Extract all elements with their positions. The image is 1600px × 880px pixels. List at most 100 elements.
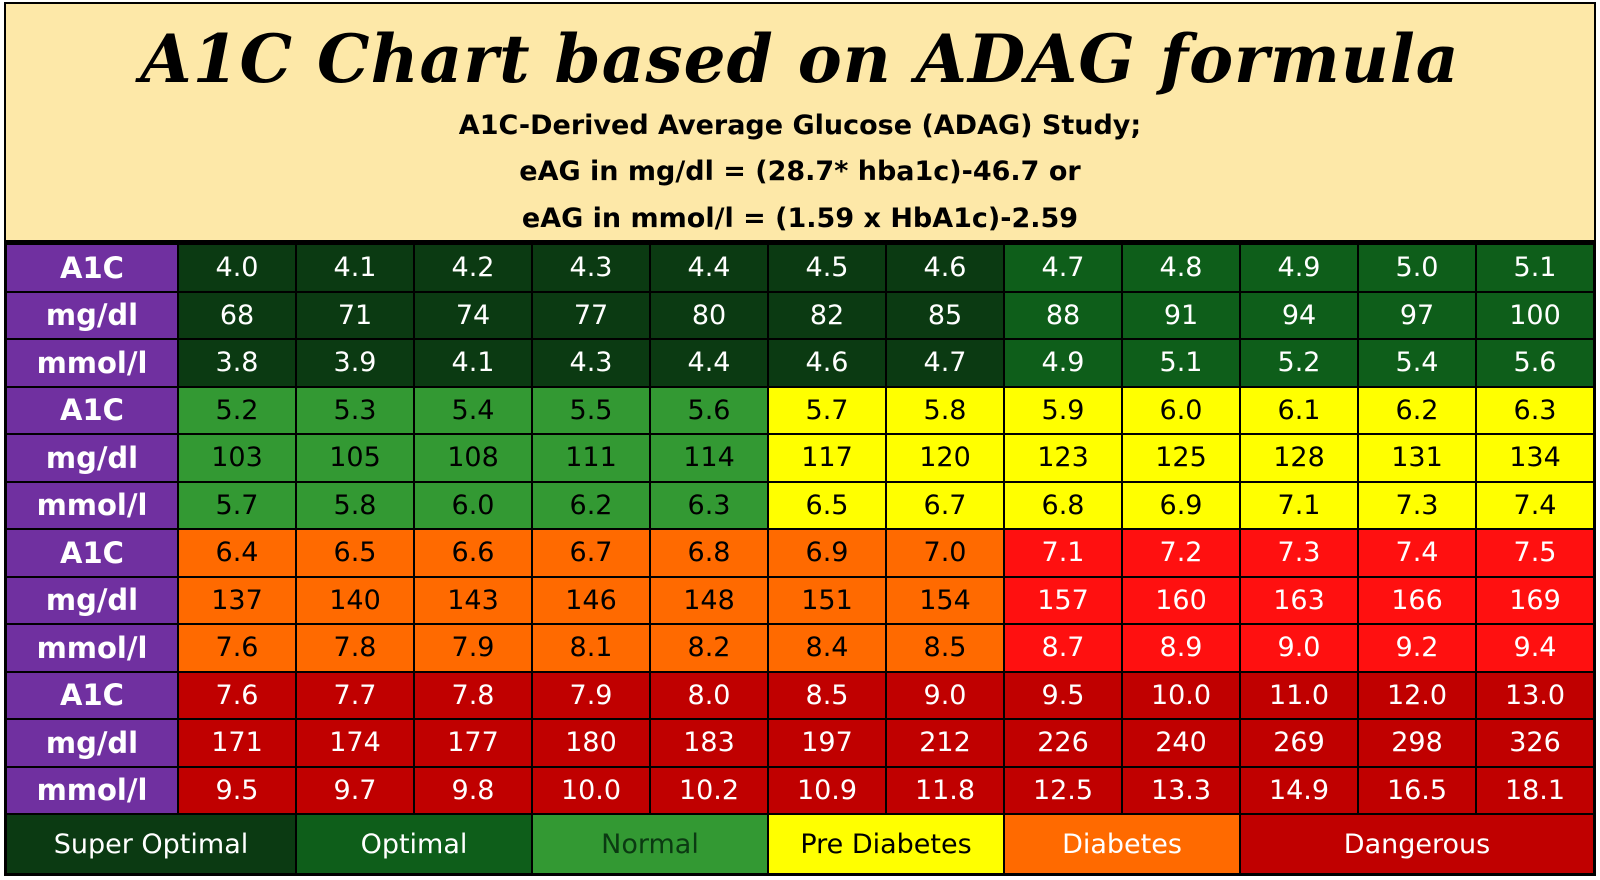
mmol-row-cell: 7.6 [178, 624, 296, 672]
mmol-row-cell: 7.8 [296, 624, 414, 672]
mgdl-row-cell: 157 [1004, 576, 1122, 624]
mmol-row-cell: 5.1 [1122, 339, 1240, 387]
a1c-row-cell: 6.7 [532, 529, 650, 577]
a1c-row-cell: 4.5 [768, 244, 886, 292]
row-label-mgdl: mg/dl [6, 291, 178, 339]
a1c-row-cell: 4.3 [532, 244, 650, 292]
mmol-row-cell: 18.1 [1476, 766, 1594, 814]
a1c-row-cell: 7.2 [1122, 529, 1240, 577]
mgdl-row-cell: 82 [768, 291, 886, 339]
mgdl-row-cell: 154 [886, 576, 1004, 624]
mgdl-row-cell: 125 [1122, 434, 1240, 482]
mgdl-row-cell: 140 [296, 576, 414, 624]
row-label-mmol: mmol/l [6, 624, 178, 672]
a1c-row-cell: 7.6 [178, 671, 296, 719]
mmol-row-cell: 6.0 [414, 481, 532, 529]
mgdl-row-cell: 80 [650, 291, 768, 339]
a1c-row-cell: 13.0 [1476, 671, 1594, 719]
mmol-row-cell: 8.2 [650, 624, 768, 672]
chart-title: A1C Chart based on ADAG formula [140, 20, 1460, 98]
mmol-row-cell: 3.9 [296, 339, 414, 387]
mmol-row-cell: 12.5 [1004, 766, 1122, 814]
mmol-row-cell: 7.4 [1476, 481, 1594, 529]
subtitle-line-3: eAG in mmol/l = (1.59 x HbA1c)-2.59 [521, 203, 1079, 234]
mmol-row-cell: 9.4 [1476, 624, 1594, 672]
mgdl-row-cell: 74 [414, 291, 532, 339]
mmol-row-cell: 6.2 [532, 481, 650, 529]
mmol-row-cell: 4.4 [650, 339, 768, 387]
a1c-row-cell: 4.1 [296, 244, 414, 292]
mgdl-row-cell: 269 [1240, 719, 1358, 767]
a1c-row-cell: 7.3 [1240, 529, 1358, 577]
mmol-row-cell: 6.7 [886, 481, 1004, 529]
mmol-row-cell: 9.2 [1358, 624, 1476, 672]
a1c-row-cell: 6.0 [1122, 386, 1240, 434]
a1c-row-cell: 5.2 [178, 386, 296, 434]
mmol-row-cell: 7.1 [1240, 481, 1358, 529]
mgdl-row-cell: 131 [1358, 434, 1476, 482]
a1c-row-cell: 5.1 [1476, 244, 1594, 292]
mgdl-row-cell: 108 [414, 434, 532, 482]
mgdl-row-cell: 68 [178, 291, 296, 339]
mmol-row-cell: 13.3 [1122, 766, 1240, 814]
mmol-row-cell: 7.3 [1358, 481, 1476, 529]
mgdl-row-cell: 94 [1240, 291, 1358, 339]
mmol-row-cell: 5.7 [178, 481, 296, 529]
row-label-mgdl: mg/dl [6, 576, 178, 624]
a1c-row-cell: 4.9 [1240, 244, 1358, 292]
mmol-row-cell: 3.8 [178, 339, 296, 387]
row-label-a1c: A1C [6, 529, 178, 577]
mgdl-row-cell: 77 [532, 291, 650, 339]
mmol-row-cell: 8.7 [1004, 624, 1122, 672]
mgdl-row-cell: 85 [886, 291, 1004, 339]
a1c-row-cell: 7.4 [1358, 529, 1476, 577]
mmol-row-cell: 5.2 [1240, 339, 1358, 387]
mgdl-row-cell: 100 [1476, 291, 1594, 339]
mmol-row-cell: 4.6 [768, 339, 886, 387]
mmol-row-cell: 14.9 [1240, 766, 1358, 814]
mgdl-row-cell: 114 [650, 434, 768, 482]
mmol-row-cell: 5.4 [1358, 339, 1476, 387]
mmol-row-cell: 4.9 [1004, 339, 1122, 387]
a1c-row-cell: 8.0 [650, 671, 768, 719]
chart-header: A1C Chart based on ADAG formula A1C-Deri… [6, 4, 1594, 240]
mmol-row-cell: 5.6 [1476, 339, 1594, 387]
a1c-row-cell: 5.3 [296, 386, 414, 434]
mgdl-row-cell: 134 [1476, 434, 1594, 482]
a1c-row-cell: 6.3 [1476, 386, 1594, 434]
mgdl-row-cell: 226 [1004, 719, 1122, 767]
mmol-row-cell: 6.8 [1004, 481, 1122, 529]
legend-optimal: Optimal [296, 814, 532, 874]
a1c-row-cell: 9.0 [886, 671, 1004, 719]
row-label-a1c: A1C [6, 671, 178, 719]
mgdl-row-cell: 326 [1476, 719, 1594, 767]
mgdl-row-cell: 91 [1122, 291, 1240, 339]
row-label-mgdl: mg/dl [6, 719, 178, 767]
a1c-row-cell: 7.7 [296, 671, 414, 719]
row-label-mmol: mmol/l [6, 481, 178, 529]
mgdl-row-cell: 143 [414, 576, 532, 624]
mgdl-row-cell: 183 [650, 719, 768, 767]
mgdl-row-cell: 97 [1358, 291, 1476, 339]
a1c-row-cell: 11.0 [1240, 671, 1358, 719]
mmol-row-cell: 5.8 [296, 481, 414, 529]
mmol-row-cell: 4.7 [886, 339, 1004, 387]
mmol-row-cell: 6.5 [768, 481, 886, 529]
a1c-row-cell: 5.8 [886, 386, 1004, 434]
mmol-row-cell: 6.9 [1122, 481, 1240, 529]
mmol-row-cell: 6.3 [650, 481, 768, 529]
legend-pre-diabetes: Pre Diabetes [768, 814, 1004, 874]
row-label-a1c: A1C [6, 386, 178, 434]
mmol-row-cell: 8.9 [1122, 624, 1240, 672]
a1c-row-cell: 9.5 [1004, 671, 1122, 719]
chart-frame: A1C Chart based on ADAG formula A1C-Deri… [4, 2, 1596, 876]
a1c-row-cell: 7.8 [414, 671, 532, 719]
a1c-row-cell: 5.7 [768, 386, 886, 434]
mgdl-row-cell: 128 [1240, 434, 1358, 482]
legend-diabetes: Diabetes [1004, 814, 1240, 874]
mmol-row-cell: 4.1 [414, 339, 532, 387]
mgdl-row-cell: 171 [178, 719, 296, 767]
a1c-row-cell: 6.8 [650, 529, 768, 577]
a1c-row-cell: 7.9 [532, 671, 650, 719]
legend-normal: Normal [532, 814, 768, 874]
